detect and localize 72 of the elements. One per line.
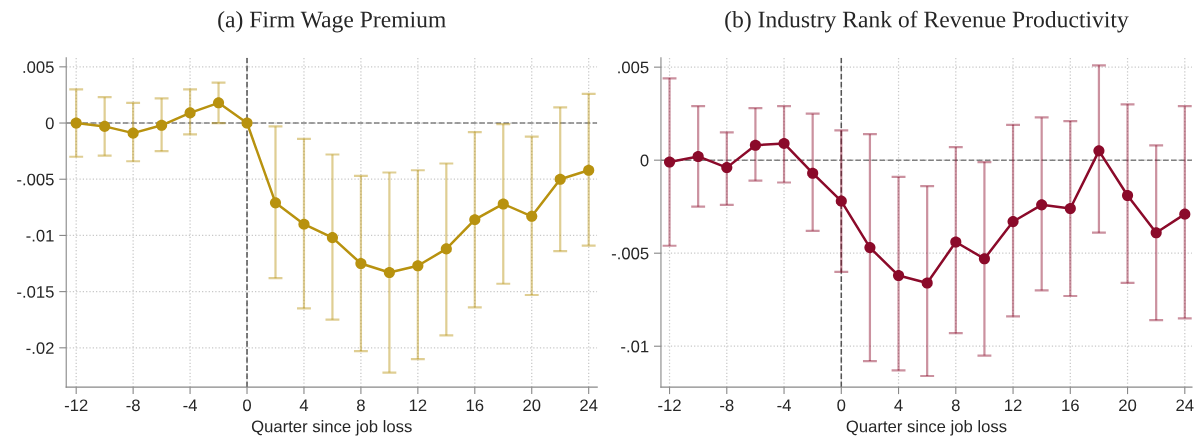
x-tick-label: 4 [299, 399, 309, 412]
x-tick-label: 20 [523, 399, 541, 412]
point [156, 119, 168, 131]
point [326, 232, 338, 244]
x-tick-label: 16 [1062, 399, 1079, 412]
point [864, 242, 876, 254]
x-tick-label: 12 [409, 399, 427, 412]
x-tick-label: 4 [894, 399, 903, 412]
y-tick-label: -.005 [611, 247, 649, 260]
y-tick-label: -.01 [26, 229, 54, 242]
x-tick-label: 12 [1005, 399, 1022, 412]
point [497, 198, 509, 210]
point [950, 236, 962, 248]
x-tick-label: 24 [1176, 399, 1194, 412]
x-tick-label: -12 [64, 399, 88, 412]
point [355, 257, 367, 270]
point [1179, 208, 1191, 220]
point [835, 195, 847, 207]
x-tick-label: 8 [951, 399, 960, 412]
point [440, 243, 452, 255]
point [1122, 189, 1134, 202]
point [269, 197, 282, 209]
point [241, 117, 253, 129]
y-tick-label: -.005 [17, 173, 54, 186]
point [1036, 199, 1048, 211]
point [807, 167, 819, 179]
point [921, 277, 933, 289]
y-tick-label: 0 [45, 117, 54, 130]
point [469, 214, 481, 226]
x-tick-label: 16 [466, 399, 484, 412]
point [212, 97, 225, 109]
point [663, 156, 676, 168]
y-tick-label: -.02 [26, 342, 54, 355]
point [692, 150, 704, 163]
x-tick-label: 20 [1119, 399, 1137, 412]
point [383, 266, 395, 279]
chart-title: (b) Industry Rank of Revenue Productivity [725, 10, 1129, 33]
point [749, 139, 761, 151]
y-tick-label: .005 [618, 61, 649, 74]
x-tick-label: 24 [580, 399, 598, 412]
chart-title: (a) Firm Wage Premium [218, 10, 446, 33]
point [127, 127, 139, 139]
point [554, 173, 566, 185]
point [1007, 216, 1019, 228]
x-axis-title: Quarter since job loss [846, 420, 1007, 436]
point [1150, 227, 1162, 239]
point [298, 218, 310, 230]
x-tick-label: -4 [777, 399, 791, 412]
point [1093, 145, 1105, 157]
y-tick-label: -.01 [621, 340, 649, 353]
point [721, 162, 733, 174]
x-tick-label: -4 [183, 399, 197, 412]
x-tick-label: 8 [357, 399, 365, 412]
x-tick-label: -8 [720, 399, 734, 412]
x-tick-label: 0 [837, 399, 846, 412]
y-tick-label: -.015 [17, 286, 54, 298]
y-tick-label: 0 [640, 154, 649, 167]
point [412, 260, 424, 272]
point [1064, 202, 1076, 215]
point [184, 107, 196, 119]
x-tick-label: -8 [126, 399, 140, 412]
y-tick-label: .005 [23, 61, 54, 74]
x-tick-label: 0 [243, 399, 251, 412]
point [583, 164, 595, 176]
x-axis-title: Quarter since job loss [251, 420, 412, 436]
point [70, 117, 82, 129]
point [978, 253, 990, 265]
point [526, 210, 538, 222]
point [778, 137, 790, 149]
point [892, 269, 905, 282]
x-tick-label: -12 [658, 399, 681, 412]
point [99, 120, 111, 132]
